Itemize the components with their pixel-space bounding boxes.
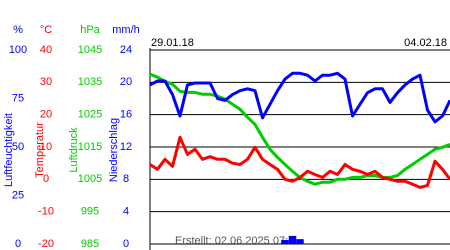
y-tick-label: 1005 (78, 173, 102, 185)
y-tick-label: 20 (120, 76, 132, 88)
axis-name: Luftfeuchtigkeit (3, 113, 15, 187)
axis-unit: % (13, 24, 23, 36)
y-tick-label: 10 (40, 141, 52, 153)
precip-bar (281, 239, 289, 244)
y-tick-label: -10 (38, 206, 54, 218)
y-tick-label: 8 (123, 173, 129, 185)
axis-name: Niederschlag (108, 118, 120, 182)
y-tick-label: 1035 (78, 76, 102, 88)
y-tick-label: 0 (43, 173, 49, 185)
series-line (149, 135, 450, 189)
y-tick-label: 30 (40, 76, 52, 88)
y-tick-label: 24 (120, 44, 132, 56)
y-tick-label: 40 (40, 44, 52, 56)
footer: Erstellt: 02.06.2025 07: (175, 235, 288, 247)
series-line (149, 72, 450, 186)
axis-unit: mm/h (112, 24, 140, 36)
y-tick-label: 12 (120, 141, 132, 153)
axis-name: Temperatur (34, 122, 46, 178)
axis-unit: °C (40, 24, 52, 36)
y-tick-label: 1015 (78, 141, 102, 153)
y-tick-label: 75 (12, 92, 24, 104)
precip-bar (296, 239, 304, 244)
y-tick-label: 1025 (78, 109, 102, 121)
y-tick-label: -20 (38, 238, 54, 250)
y-tick-label: 25 (12, 189, 24, 201)
y-tick-label: 995 (81, 206, 99, 218)
series-line (149, 71, 450, 124)
start-date: 29.01.18 (151, 37, 194, 49)
y-tick-label: 985 (81, 238, 99, 250)
y-tick-label: 1045 (78, 44, 102, 56)
y-tick-label: 50 (12, 141, 24, 153)
end-date: 04.02.18 (404, 37, 447, 49)
y-tick-label: 100 (9, 44, 27, 56)
y-tick-label: 0 (123, 238, 129, 250)
precip-bar (288, 235, 297, 244)
axis-name: Luftdruck (68, 127, 80, 173)
y-tick-label: 4 (123, 206, 129, 218)
y-tick-label: 0 (15, 238, 21, 250)
y-tick-label: 16 (120, 109, 132, 121)
axis-unit: hPa (80, 24, 100, 36)
y-tick-label: 20 (40, 109, 52, 121)
